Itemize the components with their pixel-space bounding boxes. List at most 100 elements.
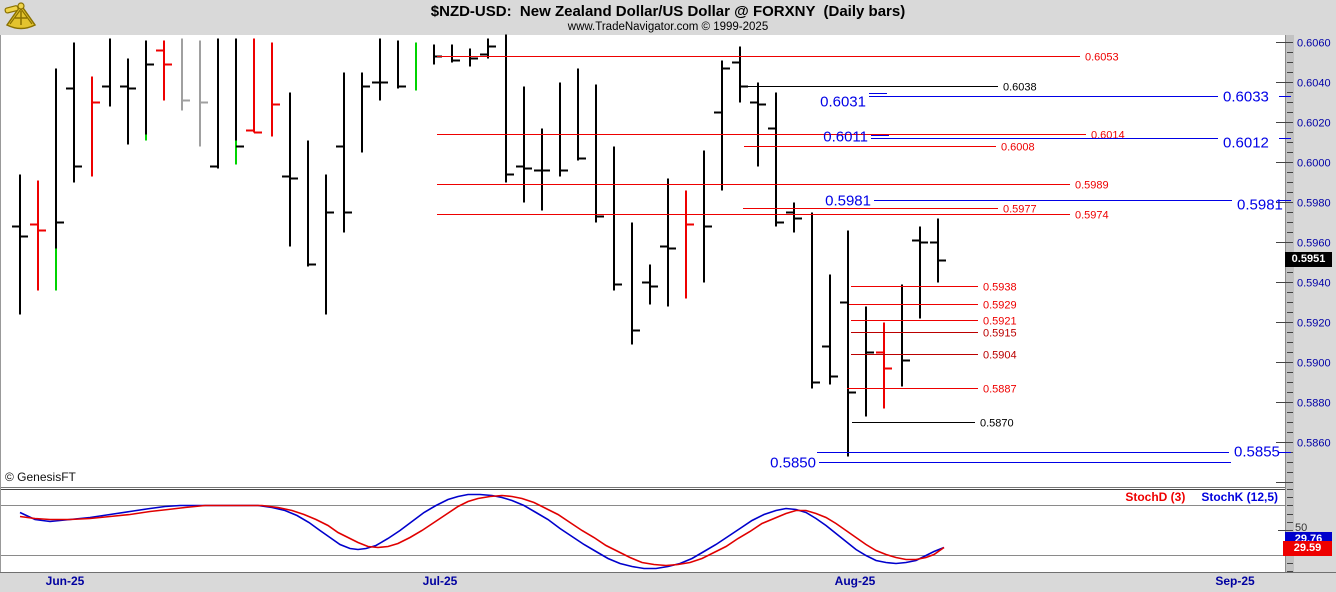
- blue-level-left-label: 0.6031: [820, 94, 866, 111]
- ohlc-bar: [246, 38, 262, 134]
- ohlc-bar: [66, 42, 82, 183]
- price-axis-label: 0.6000: [1297, 158, 1331, 170]
- ohlc-bar: [433, 44, 442, 65]
- ohlc-bar: [901, 284, 910, 387]
- watermark: © GenesisFT: [5, 470, 76, 484]
- stochd-value-box: 29.59: [1283, 541, 1332, 556]
- ohlc-bar: [822, 274, 838, 385]
- month-label: Jun-25: [45, 574, 85, 588]
- stochd-legend-label[interactable]: StochD (3): [1125, 490, 1186, 504]
- price-axis-label: 0.5900: [1297, 358, 1331, 370]
- ohlc-bar: [559, 82, 568, 177]
- ohlc-bar: [534, 128, 550, 211]
- ohlc-bar: [397, 40, 406, 89]
- blue-level-left-label: 0.5981: [825, 193, 871, 210]
- swing-line-label: 0.6038: [1003, 82, 1037, 94]
- swing-line-label: 0.5915: [983, 328, 1017, 340]
- swing-line-label: 0.5974: [1075, 210, 1109, 222]
- price-axis-label: 0.6060: [1297, 38, 1331, 50]
- blue-level-right-label: 0.5981: [1237, 197, 1283, 214]
- ohlc-bar: [613, 146, 622, 291]
- stochd-curve: [19, 494, 945, 567]
- price-axis-label: 0.5960: [1297, 238, 1331, 250]
- price-axis-label: 0.5880: [1297, 398, 1331, 410]
- stoch-axis-50-label: 50: [1295, 522, 1308, 534]
- swing-line-label: 0.6014: [1091, 130, 1125, 142]
- ohlc-bar: [282, 92, 298, 247]
- ohlc-bar: [516, 86, 532, 203]
- ohlc-bar: [12, 174, 28, 315]
- swing-line-label: 0.5921: [983, 316, 1017, 328]
- ohlc-bar: [480, 38, 496, 59]
- ohlc-bar: [750, 82, 766, 167]
- swing-line-label: 0.5989: [1075, 180, 1109, 192]
- swing-line-label: 0.6008: [1001, 142, 1035, 154]
- stochastic-legend: StochD (3) StochK (12,5): [1040, 490, 1278, 504]
- ohlc-bar: [361, 72, 370, 153]
- price-axis-label: 0.5980: [1297, 198, 1331, 210]
- month-label: Jul-25: [422, 574, 458, 588]
- ohlc-bar: [30, 180, 46, 291]
- title-strip: [0, 0, 1336, 35]
- swing-line-label: 0.5904: [983, 350, 1017, 362]
- ohlc-bar: [210, 38, 219, 169]
- chart-title: $NZD-USD: New Zealand Dollar/US Dollar @…: [430, 3, 906, 20]
- ohlc-bar: [235, 38, 244, 165]
- ohlc-bar: [199, 40, 208, 147]
- swing-line-label: 0.6053: [1085, 52, 1119, 64]
- ohlc-bar: [930, 218, 946, 283]
- ohlc-bar: [660, 178, 676, 307]
- blue-level-left-label: 0.6011: [823, 129, 868, 146]
- price-axis-label: 0.5920: [1297, 318, 1331, 330]
- ohlc-bar: [469, 48, 478, 67]
- ohlc-bar: [642, 264, 658, 305]
- price-axis-label: 0.6020: [1297, 118, 1331, 130]
- blue-level-right-label: 0.5855: [1234, 444, 1280, 461]
- time-axis-strip[interactable]: [0, 572, 1336, 592]
- ohlc-bar: [307, 140, 316, 267]
- month-label: Sep-25: [1215, 574, 1255, 588]
- ohlc-bar: [336, 72, 352, 233]
- ohlc-bar: [505, 34, 514, 183]
- ohlc-bar: [786, 202, 802, 233]
- ohlc-bar: [732, 46, 748, 103]
- month-label: Aug-25: [834, 574, 876, 588]
- ohlc-bar: [156, 40, 172, 101]
- blue-level-right-label: 0.6033: [1223, 89, 1269, 106]
- swing-line-label: 0.5938: [983, 282, 1017, 294]
- swing-line-label: 0.5977: [1003, 204, 1037, 216]
- current-price-box: 0.5951: [1285, 252, 1332, 267]
- ohlc-bar: [577, 68, 586, 161]
- ohlc-bar: [631, 222, 640, 345]
- price-axis-label: 0.5860: [1297, 438, 1331, 450]
- blue-level-left-label: 0.5850: [770, 455, 816, 472]
- blue-level-right-label: 0.6012: [1223, 135, 1269, 152]
- ohlc-bar: [181, 38, 190, 111]
- ohlc-bar: [912, 226, 928, 319]
- genesisft-sextant-icon: [3, 1, 39, 33]
- ohlc-bar: [876, 322, 892, 409]
- stochk-legend-label[interactable]: StochK (12,5): [1201, 490, 1278, 504]
- ohlc-bar: [811, 212, 820, 389]
- ohlc-bar: [325, 174, 334, 315]
- ohlc-bar: [372, 38, 388, 101]
- swing-line-label: 0.5887: [983, 384, 1017, 396]
- ohlc-bar: [55, 68, 64, 291]
- ohlc-bar: [840, 230, 856, 457]
- ohlc-bar: [120, 58, 136, 145]
- ohlc-bar: [703, 150, 712, 283]
- ohlc-bar: [451, 44, 460, 63]
- swing-line-label: 0.5870: [980, 418, 1014, 430]
- ohlc-bar: [145, 40, 154, 141]
- chart-subtitle: www.TradeNavigator.com © 1999-2025: [567, 21, 769, 33]
- ohlc-bar: [102, 38, 111, 107]
- price-axis-label: 0.5940: [1297, 278, 1331, 290]
- ohlc-bar: [595, 84, 604, 223]
- ohlc-bar: [714, 60, 730, 191]
- swing-line-label: 0.5929: [983, 300, 1017, 312]
- ohlc-bar: [768, 92, 784, 227]
- ohlc-bar: [685, 190, 694, 299]
- ohlc-bar: [865, 306, 874, 417]
